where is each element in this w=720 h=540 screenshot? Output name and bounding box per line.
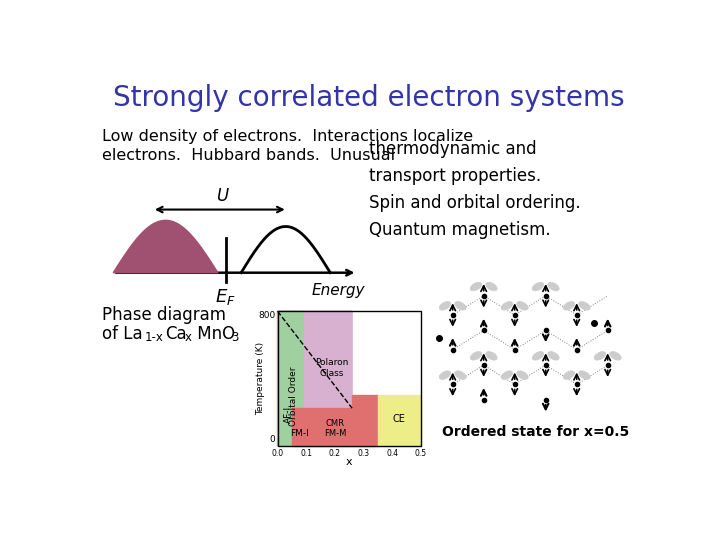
Text: U: U bbox=[216, 187, 228, 205]
Text: of La: of La bbox=[102, 325, 143, 343]
Text: CE: CE bbox=[393, 414, 406, 424]
Text: 1-x: 1-x bbox=[145, 331, 163, 344]
Text: Strongly correlated electron systems: Strongly correlated electron systems bbox=[113, 84, 625, 112]
Text: Ordered state for x=0.5: Ordered state for x=0.5 bbox=[442, 425, 629, 439]
Ellipse shape bbox=[548, 282, 559, 291]
Text: 800: 800 bbox=[258, 311, 275, 320]
Text: 0.2: 0.2 bbox=[329, 449, 341, 458]
Bar bbox=[277, 311, 421, 446]
Ellipse shape bbox=[579, 301, 590, 310]
Ellipse shape bbox=[579, 371, 590, 380]
Ellipse shape bbox=[517, 371, 528, 380]
Text: AF-I: AF-I bbox=[284, 406, 293, 423]
Text: Energy: Energy bbox=[311, 284, 365, 299]
Text: x: x bbox=[346, 457, 353, 467]
Ellipse shape bbox=[486, 282, 498, 291]
Text: $E_F$: $E_F$ bbox=[215, 287, 236, 307]
Ellipse shape bbox=[563, 371, 575, 380]
Ellipse shape bbox=[501, 301, 513, 310]
Ellipse shape bbox=[455, 301, 466, 310]
Text: MnO: MnO bbox=[192, 325, 235, 343]
Text: Phase diagram: Phase diagram bbox=[102, 306, 226, 324]
Ellipse shape bbox=[501, 371, 513, 380]
Text: Temperature (K): Temperature (K) bbox=[256, 342, 265, 415]
Ellipse shape bbox=[594, 352, 606, 360]
Ellipse shape bbox=[439, 301, 451, 310]
Text: CMR
FM-M: CMR FM-M bbox=[324, 419, 346, 438]
Text: 0.4: 0.4 bbox=[386, 449, 398, 458]
Text: 0.5: 0.5 bbox=[415, 449, 427, 458]
Ellipse shape bbox=[517, 301, 528, 310]
Ellipse shape bbox=[470, 352, 482, 360]
Ellipse shape bbox=[532, 282, 544, 291]
Ellipse shape bbox=[532, 352, 544, 360]
Text: Ca: Ca bbox=[166, 325, 187, 343]
Ellipse shape bbox=[486, 352, 498, 360]
Text: 0.1: 0.1 bbox=[300, 449, 312, 458]
Ellipse shape bbox=[610, 352, 621, 360]
Text: 0.3: 0.3 bbox=[358, 449, 369, 458]
Ellipse shape bbox=[439, 371, 451, 380]
Text: Orbital Order: Orbital Order bbox=[289, 366, 297, 426]
Ellipse shape bbox=[548, 352, 559, 360]
Text: FM-I: FM-I bbox=[289, 429, 308, 438]
Text: 0.0: 0.0 bbox=[271, 449, 284, 458]
Text: 0: 0 bbox=[269, 435, 275, 444]
Text: thermodynamic and
transport properties.
Spin and orbital ordering.
Quantum magne: thermodynamic and transport properties. … bbox=[369, 140, 580, 239]
Text: 3: 3 bbox=[231, 331, 238, 344]
Text: Low density of electrons.  Interactions localize: Low density of electrons. Interactions l… bbox=[102, 129, 474, 144]
Polygon shape bbox=[378, 395, 421, 446]
Polygon shape bbox=[277, 311, 303, 446]
Ellipse shape bbox=[563, 301, 575, 310]
Bar bbox=[277, 311, 421, 446]
Text: electrons.  Hubbard bands.  Unusual: electrons. Hubbard bands. Unusual bbox=[102, 148, 395, 163]
Polygon shape bbox=[277, 311, 352, 446]
Text: Polaron
Glass: Polaron Glass bbox=[315, 357, 348, 378]
Ellipse shape bbox=[455, 371, 466, 380]
Polygon shape bbox=[113, 220, 218, 273]
Polygon shape bbox=[292, 395, 378, 446]
Ellipse shape bbox=[470, 282, 482, 291]
Text: x: x bbox=[185, 331, 192, 344]
